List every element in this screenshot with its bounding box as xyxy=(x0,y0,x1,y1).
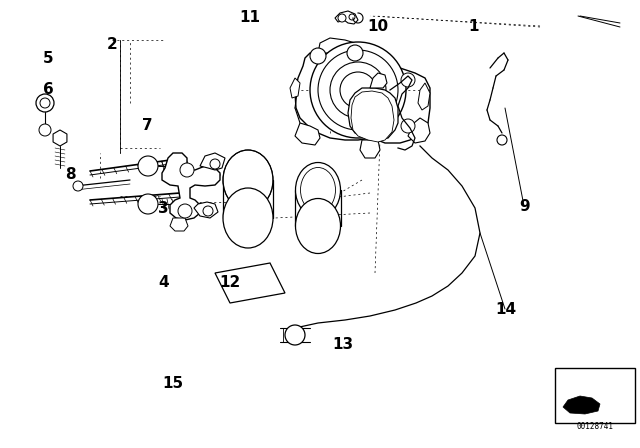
Polygon shape xyxy=(335,11,358,24)
Circle shape xyxy=(401,119,415,133)
Text: 15: 15 xyxy=(162,375,184,391)
Circle shape xyxy=(310,42,406,138)
Text: 9: 9 xyxy=(520,198,530,214)
Text: 1: 1 xyxy=(468,19,479,34)
Polygon shape xyxy=(360,140,380,158)
Text: 6: 6 xyxy=(43,82,53,97)
Text: 00128741: 00128741 xyxy=(577,422,614,431)
Text: 14: 14 xyxy=(495,302,516,317)
Polygon shape xyxy=(295,123,320,145)
Circle shape xyxy=(285,325,305,345)
Polygon shape xyxy=(563,396,600,414)
Circle shape xyxy=(338,14,346,22)
Text: 11: 11 xyxy=(239,10,260,26)
Circle shape xyxy=(178,204,192,218)
Text: 2: 2 xyxy=(107,37,117,52)
Polygon shape xyxy=(170,218,188,231)
Ellipse shape xyxy=(223,188,273,248)
Circle shape xyxy=(39,124,51,136)
Polygon shape xyxy=(290,78,300,98)
Polygon shape xyxy=(348,88,398,140)
Polygon shape xyxy=(53,130,67,146)
Circle shape xyxy=(138,194,158,214)
Circle shape xyxy=(310,48,326,64)
Bar xyxy=(555,368,635,423)
Text: 7: 7 xyxy=(142,118,152,133)
Circle shape xyxy=(340,72,376,108)
Circle shape xyxy=(349,14,355,20)
Text: 5: 5 xyxy=(43,51,53,66)
Polygon shape xyxy=(318,38,360,55)
Text: 4: 4 xyxy=(158,275,168,290)
Text: 3: 3 xyxy=(158,201,168,216)
Circle shape xyxy=(210,159,220,169)
Circle shape xyxy=(36,94,54,112)
Polygon shape xyxy=(295,48,430,143)
Ellipse shape xyxy=(296,163,340,217)
Polygon shape xyxy=(194,202,218,218)
Polygon shape xyxy=(162,153,220,220)
Polygon shape xyxy=(351,91,394,142)
Polygon shape xyxy=(418,83,430,110)
Circle shape xyxy=(138,156,158,176)
Text: 8: 8 xyxy=(65,167,76,182)
Polygon shape xyxy=(408,118,430,143)
Polygon shape xyxy=(200,153,225,170)
Circle shape xyxy=(203,206,213,216)
Circle shape xyxy=(318,50,398,130)
Polygon shape xyxy=(370,73,387,88)
Text: 10: 10 xyxy=(367,19,388,34)
Circle shape xyxy=(347,45,363,61)
Circle shape xyxy=(497,135,507,145)
Circle shape xyxy=(330,62,386,118)
Text: 13: 13 xyxy=(332,337,353,353)
Text: 12: 12 xyxy=(220,275,241,290)
Polygon shape xyxy=(215,263,285,303)
Circle shape xyxy=(401,73,415,87)
Ellipse shape xyxy=(296,198,340,254)
Ellipse shape xyxy=(223,150,273,210)
Circle shape xyxy=(180,163,194,177)
Circle shape xyxy=(40,98,50,108)
Circle shape xyxy=(73,181,83,191)
